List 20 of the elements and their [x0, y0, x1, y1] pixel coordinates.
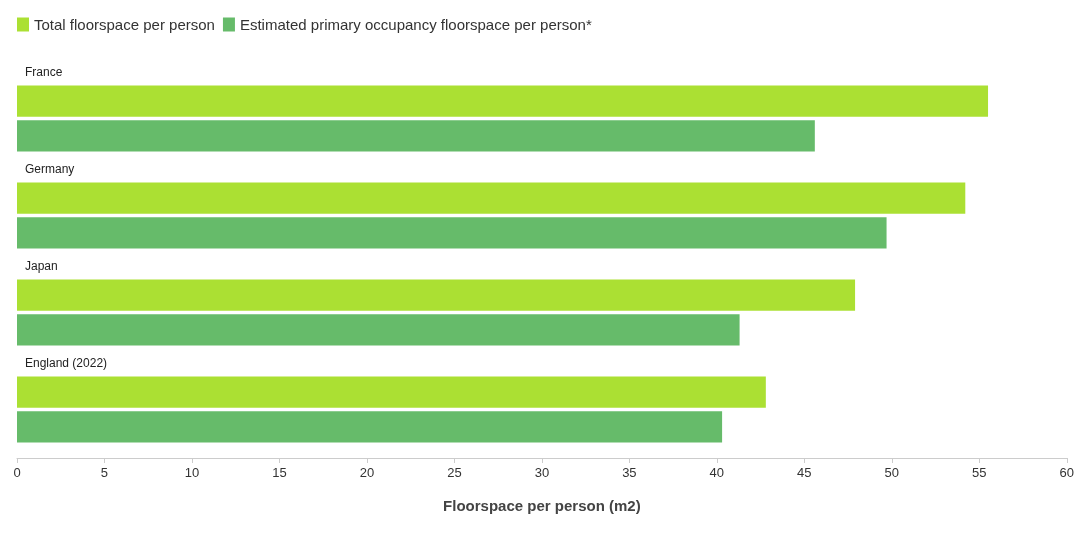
x-tick-label: 20 [359, 465, 375, 480]
x-tick-label: 5 [100, 465, 109, 480]
x-tick-label: 35 [622, 465, 637, 480]
y-tick-label: France [25, 64, 63, 79]
x-tick-label: 50 [884, 465, 900, 480]
y-tick-label: Germany [25, 161, 75, 176]
x-tick-label: 55 [972, 465, 987, 480]
x-tick-label: 40 [709, 465, 725, 480]
x-tick-label: 60 [1059, 465, 1074, 480]
y-tick-label: England (2022) [25, 355, 108, 370]
legend-label: Estimated primary occupancy floorspace per person* [239, 16, 592, 33]
x-tick-label: 25 [447, 465, 462, 480]
x-tick-label: 10 [184, 465, 200, 480]
x-tick-label: 45 [797, 465, 812, 480]
y-tick-label: Japan [25, 258, 58, 273]
x-tick-label: 30 [534, 465, 550, 480]
x-tick-label: 0 [13, 465, 21, 480]
x-axis-title: Floorspace per person (m2) [443, 497, 641, 514]
x-tick-label: 15 [272, 465, 287, 480]
legend-label: Total floorspace per person [34, 16, 215, 33]
